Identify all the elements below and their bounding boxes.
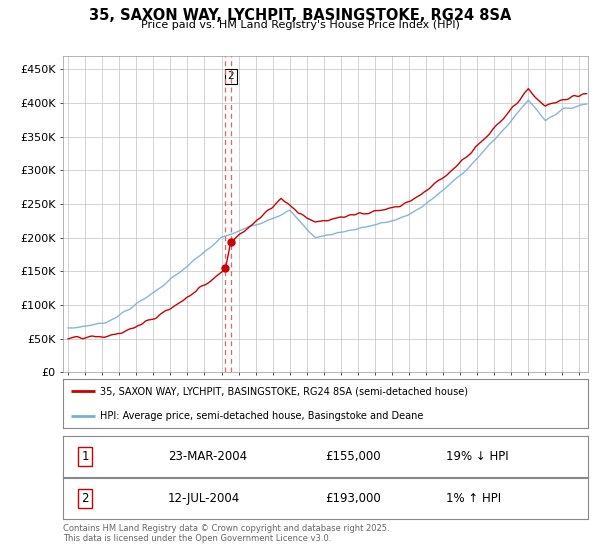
Text: 1% ↑ HPI: 1% ↑ HPI: [446, 492, 502, 505]
Text: Contains HM Land Registry data © Crown copyright and database right 2025.
This d: Contains HM Land Registry data © Crown c…: [63, 524, 389, 543]
Text: 23-MAR-2004: 23-MAR-2004: [168, 450, 247, 463]
Text: 2: 2: [227, 71, 234, 81]
Text: 1: 1: [82, 450, 89, 463]
Text: 2: 2: [82, 492, 89, 505]
Text: Price paid vs. HM Land Registry's House Price Index (HPI): Price paid vs. HM Land Registry's House …: [140, 20, 460, 30]
Text: £193,000: £193,000: [325, 492, 381, 505]
Text: 35, SAXON WAY, LYCHPIT, BASINGSTOKE, RG24 8SA: 35, SAXON WAY, LYCHPIT, BASINGSTOKE, RG2…: [89, 8, 511, 24]
Text: 12-JUL-2004: 12-JUL-2004: [168, 492, 240, 505]
Text: £155,000: £155,000: [325, 450, 381, 463]
Text: HPI: Average price, semi-detached house, Basingstoke and Deane: HPI: Average price, semi-detached house,…: [100, 411, 423, 421]
Text: 35, SAXON WAY, LYCHPIT, BASINGSTOKE, RG24 8SA (semi-detached house): 35, SAXON WAY, LYCHPIT, BASINGSTOKE, RG2…: [100, 386, 468, 396]
Text: 19% ↓ HPI: 19% ↓ HPI: [446, 450, 509, 463]
